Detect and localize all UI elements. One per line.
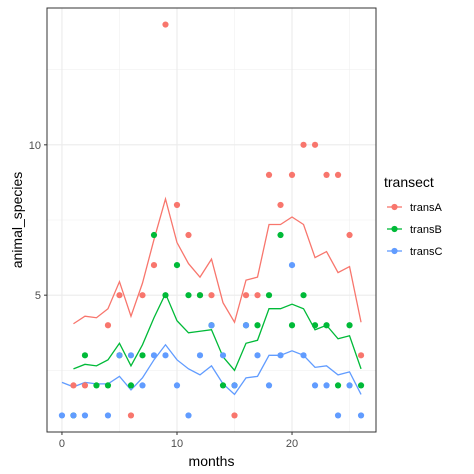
point-transb bbox=[139, 352, 146, 359]
point-transc bbox=[139, 382, 146, 389]
point-transa bbox=[173, 201, 181, 209]
point-transc bbox=[58, 412, 66, 419]
panel-border bbox=[46, 7, 377, 433]
y-tick-label: 10 bbox=[29, 140, 41, 152]
point-transb bbox=[162, 292, 169, 299]
point-transa bbox=[346, 231, 353, 239]
point-transa bbox=[139, 292, 146, 299]
y-axis: 5 10 bbox=[29, 140, 47, 302]
point-transa bbox=[104, 322, 112, 329]
point-transa bbox=[70, 382, 77, 389]
series-line-transa bbox=[73, 196, 362, 325]
x-tick-label: 10 bbox=[171, 438, 183, 450]
point-transa bbox=[300, 141, 307, 148]
point-transc bbox=[242, 322, 250, 329]
point-transc bbox=[185, 412, 192, 419]
point-transa bbox=[127, 412, 135, 419]
point-transc bbox=[231, 382, 238, 389]
point-transb bbox=[323, 322, 330, 329]
point-transb bbox=[127, 382, 135, 389]
legend-label-transb: transB bbox=[410, 224, 442, 236]
point-transc bbox=[311, 382, 319, 389]
point-transc bbox=[70, 412, 77, 419]
point-transc bbox=[127, 352, 135, 359]
legend-title: transect bbox=[384, 174, 434, 190]
point-transa bbox=[357, 352, 365, 359]
point-transb bbox=[150, 231, 158, 239]
point-transb bbox=[357, 382, 365, 389]
point-transa bbox=[254, 292, 261, 299]
legend: transect transA transB transC bbox=[384, 174, 442, 260]
point-transb bbox=[288, 322, 296, 329]
x-tick-label: 20 bbox=[286, 438, 298, 450]
series-points bbox=[58, 21, 365, 419]
point-transa bbox=[265, 171, 273, 178]
point-transa bbox=[311, 141, 319, 148]
legend-label-transc: transC bbox=[410, 246, 442, 258]
point-transc bbox=[346, 382, 353, 389]
point-transb bbox=[93, 382, 100, 389]
point-transc bbox=[219, 352, 227, 359]
point-transc bbox=[116, 352, 123, 359]
point-transb bbox=[185, 292, 192, 299]
point-transb bbox=[311, 322, 319, 329]
point-transa bbox=[162, 21, 169, 28]
point-transa bbox=[116, 292, 123, 299]
point-transa bbox=[150, 262, 158, 269]
point-transc bbox=[357, 412, 365, 419]
point-transc bbox=[265, 382, 273, 389]
point-transc bbox=[300, 352, 307, 359]
x-axis-title: months bbox=[189, 453, 235, 469]
point-transb bbox=[334, 382, 342, 389]
point-transb bbox=[196, 292, 204, 299]
point-transc bbox=[173, 382, 181, 389]
y-tick-label: 5 bbox=[35, 290, 41, 302]
point-transc bbox=[334, 412, 342, 419]
point-transc bbox=[104, 412, 112, 419]
point-transc bbox=[81, 412, 89, 419]
point-transc bbox=[196, 352, 204, 359]
point-transb bbox=[219, 382, 227, 389]
point-transa bbox=[231, 412, 238, 419]
series-line-transc bbox=[61, 343, 362, 396]
x-axis: 0 10 20 bbox=[59, 432, 298, 450]
point-transa bbox=[323, 171, 330, 178]
point-transb bbox=[104, 382, 112, 389]
point-transc bbox=[208, 322, 215, 329]
point-transa bbox=[288, 171, 296, 178]
legend-point-transb bbox=[391, 225, 398, 233]
legend-entries: transA transB transC bbox=[386, 199, 442, 260]
point-transc bbox=[254, 352, 261, 359]
point-transa bbox=[334, 171, 342, 178]
x-tick-label: 0 bbox=[59, 438, 65, 450]
point-transb bbox=[300, 292, 307, 299]
point-transb bbox=[265, 292, 273, 299]
point-transa bbox=[242, 292, 250, 299]
point-transc bbox=[288, 262, 296, 269]
point-transc bbox=[162, 352, 169, 359]
point-transa bbox=[208, 292, 215, 299]
point-transa bbox=[277, 201, 284, 209]
point-transb bbox=[254, 322, 261, 329]
point-transc bbox=[150, 352, 158, 359]
point-transb bbox=[346, 322, 353, 329]
point-transc bbox=[323, 382, 330, 389]
point-transa bbox=[185, 231, 192, 239]
point-transc bbox=[277, 352, 284, 359]
y-axis-title: animal_species bbox=[9, 172, 25, 269]
point-transb bbox=[81, 352, 89, 359]
legend-point-transc bbox=[391, 247, 398, 255]
legend-label-transa: transA bbox=[410, 202, 442, 214]
point-transa bbox=[81, 382, 89, 389]
point-transb bbox=[173, 262, 181, 269]
point-transb bbox=[277, 231, 284, 239]
legend-point-transa bbox=[391, 203, 398, 211]
